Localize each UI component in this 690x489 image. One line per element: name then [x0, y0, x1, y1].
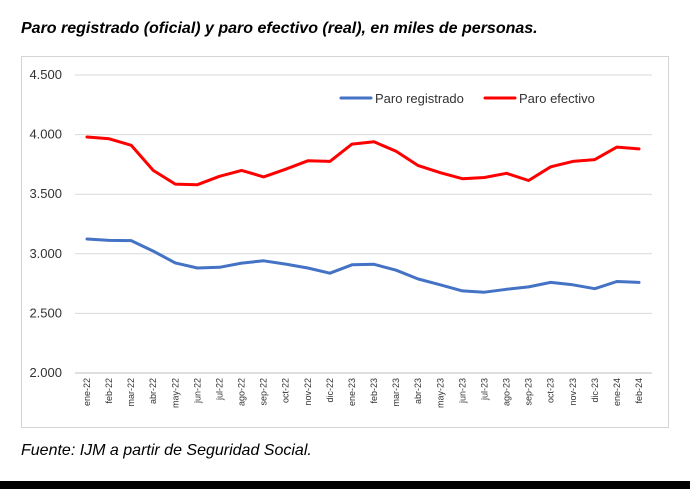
- data-point: [218, 175, 221, 178]
- data-point: [350, 263, 353, 266]
- x-axis-ticks: ene-22 feb-22 mar-22 abr-22 may-22 jun-22 jul-…: [82, 378, 644, 408]
- x-tick-label: ene-24: [612, 378, 622, 406]
- data-point: [439, 171, 442, 174]
- x-tick-label: may-23: [435, 378, 445, 408]
- data-point: [571, 283, 574, 286]
- x-tick-label: dic-22: [325, 378, 335, 403]
- data-point: [638, 147, 641, 150]
- data-point: [196, 183, 199, 186]
- x-tick-label: sep-22: [259, 378, 269, 406]
- y-tick-label: 3.000: [29, 246, 62, 261]
- data-point: [174, 183, 177, 186]
- y-tick-label: 4.500: [29, 67, 62, 82]
- x-tick-label: feb-23: [369, 378, 379, 404]
- x-tick-label: nov-23: [568, 378, 578, 406]
- data-point: [86, 135, 89, 138]
- data-point: [218, 266, 221, 269]
- data-point: [86, 238, 89, 241]
- data-point: [262, 259, 265, 262]
- data-point: [328, 272, 331, 275]
- x-tick-label: ago-23: [502, 378, 512, 406]
- data-point: [108, 239, 111, 242]
- x-tick-label: jul-22: [214, 378, 224, 401]
- data-point: [130, 239, 133, 242]
- data-point: [284, 168, 287, 171]
- data-point: [350, 143, 353, 146]
- legend-label: Paro efectivo: [519, 91, 595, 106]
- data-point: [439, 283, 442, 286]
- data-point: [615, 280, 618, 283]
- series-lines: [85, 135, 641, 294]
- x-tick-label: jul-23: [479, 378, 489, 401]
- data-point: [593, 158, 596, 161]
- data-point: [483, 176, 486, 179]
- data-point: [483, 291, 486, 294]
- y-tick-label: 2.000: [29, 365, 62, 380]
- data-point: [306, 159, 309, 162]
- chart-title: Paro registrado (oficial) y paro efectiv…: [21, 20, 538, 37]
- chart-container: [21, 56, 669, 428]
- data-point: [306, 266, 309, 269]
- data-point: [373, 140, 376, 143]
- x-tick-label: sep-23: [524, 378, 534, 406]
- x-tick-label: jun-22: [192, 378, 202, 404]
- y-tick-label: 4.000: [29, 127, 62, 142]
- data-point: [152, 250, 155, 253]
- data-point: [152, 169, 155, 172]
- x-tick-label: ene-22: [82, 378, 92, 406]
- y-tick-label: 2.500: [29, 305, 62, 320]
- legend: Paro registrado Paro efectivo: [339, 91, 595, 106]
- data-point: [638, 281, 641, 284]
- x-tick-label: abr-23: [413, 378, 423, 404]
- data-point: [240, 169, 243, 172]
- data-point: [527, 179, 530, 182]
- legend-label: Paro registrado: [375, 91, 464, 106]
- data-point: [196, 266, 199, 269]
- x-tick-label: feb-24: [634, 378, 644, 404]
- x-tick-label: may-22: [170, 378, 180, 408]
- data-point: [328, 160, 331, 163]
- line-chart: 2.000 2.500 3.000 3.500 4.000 4.500 ene-22 feb…: [29, 67, 652, 408]
- x-tick-label: oct-22: [281, 378, 291, 403]
- data-point: [461, 289, 464, 292]
- x-tick-label: mar-22: [126, 378, 136, 407]
- y-axis-ticks: 2.000 2.500 3.000 3.500 4.000 4.500: [29, 67, 62, 380]
- data-point: [417, 164, 420, 167]
- x-tick-label: feb-22: [104, 378, 114, 404]
- series-line-paro-registrado: [85, 237, 641, 294]
- data-point: [262, 175, 265, 178]
- data-point: [505, 172, 508, 175]
- data-point: [284, 263, 287, 266]
- x-tick-label: dic-23: [590, 378, 600, 403]
- x-tick-label: abr-22: [148, 378, 158, 404]
- series-line-paro-efectivo: [85, 135, 641, 187]
- y-tick-label: 3.500: [29, 186, 62, 201]
- data-point: [615, 146, 618, 149]
- data-point: [395, 150, 398, 153]
- data-point: [549, 281, 552, 284]
- x-tick-label: nov-22: [303, 378, 313, 406]
- data-point: [395, 269, 398, 272]
- grid-lines: [75, 74, 652, 374]
- data-point: [593, 287, 596, 290]
- data-point: [571, 160, 574, 163]
- data-point: [461, 177, 464, 180]
- x-tick-label: jun-23: [457, 378, 467, 404]
- x-tick-label: ene-23: [347, 378, 357, 406]
- x-tick-label: mar-23: [391, 378, 401, 407]
- source-note: Fuente: IJM a partir de Seguridad Social…: [21, 442, 312, 459]
- data-point: [240, 262, 243, 265]
- data-point: [373, 263, 376, 266]
- data-point: [108, 137, 111, 140]
- x-tick-label: ago-22: [237, 378, 247, 406]
- x-tick-label: oct-23: [546, 378, 556, 403]
- data-point: [527, 285, 530, 288]
- data-point: [505, 288, 508, 291]
- data-point: [130, 144, 133, 147]
- bottom-border-bar: [0, 481, 690, 489]
- data-point: [417, 277, 420, 280]
- data-point: [174, 261, 177, 264]
- data-point: [549, 165, 552, 168]
